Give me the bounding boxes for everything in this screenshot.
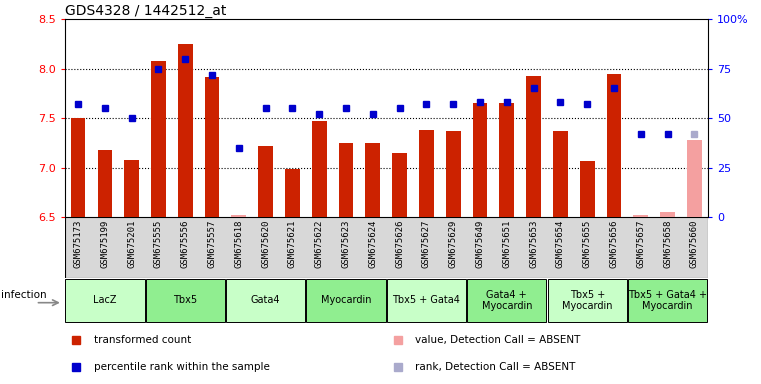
FancyBboxPatch shape <box>65 279 145 322</box>
Text: Tbx5 + Gata4 +
Myocardin: Tbx5 + Gata4 + Myocardin <box>628 290 707 311</box>
Text: GDS4328 / 1442512_at: GDS4328 / 1442512_at <box>65 4 226 18</box>
Text: GSM675555: GSM675555 <box>154 220 163 268</box>
Text: Tbx5 + Gata4: Tbx5 + Gata4 <box>393 295 460 306</box>
Bar <box>205 76 219 217</box>
FancyBboxPatch shape <box>387 279 466 322</box>
Bar <box>661 212 675 217</box>
Bar <box>97 150 112 217</box>
Text: GSM675629: GSM675629 <box>449 220 457 268</box>
Bar <box>231 215 247 217</box>
FancyBboxPatch shape <box>628 279 707 322</box>
Text: Gata4 +
Myocardin: Gata4 + Myocardin <box>482 290 532 311</box>
Bar <box>392 153 407 217</box>
Text: GSM675622: GSM675622 <box>315 220 323 268</box>
Bar <box>526 76 541 217</box>
Text: percentile rank within the sample: percentile rank within the sample <box>94 362 269 372</box>
FancyBboxPatch shape <box>226 279 305 322</box>
FancyBboxPatch shape <box>467 279 546 322</box>
Bar <box>446 131 460 217</box>
Bar <box>499 103 514 217</box>
Text: GSM675557: GSM675557 <box>208 220 217 268</box>
Text: Gata4: Gata4 <box>251 295 280 306</box>
Text: Tbx5: Tbx5 <box>174 295 197 306</box>
Text: GSM675627: GSM675627 <box>422 220 431 268</box>
Text: GSM675653: GSM675653 <box>529 220 538 268</box>
Text: GSM675623: GSM675623 <box>342 220 351 268</box>
Text: GSM675618: GSM675618 <box>234 220 244 268</box>
Bar <box>553 131 568 217</box>
Text: GSM675651: GSM675651 <box>502 220 511 268</box>
Text: rank, Detection Call = ABSENT: rank, Detection Call = ABSENT <box>416 362 575 372</box>
Bar <box>71 118 85 217</box>
Bar <box>339 143 353 217</box>
Text: GSM675658: GSM675658 <box>663 220 672 268</box>
Text: GSM675649: GSM675649 <box>476 220 485 268</box>
Text: GSM675173: GSM675173 <box>74 220 83 268</box>
Bar <box>687 140 702 217</box>
Bar <box>178 44 193 217</box>
Text: GSM675655: GSM675655 <box>583 220 591 268</box>
Bar <box>312 121 326 217</box>
Text: transformed count: transformed count <box>94 335 191 345</box>
Text: GSM675620: GSM675620 <box>261 220 270 268</box>
Text: LacZ: LacZ <box>93 295 116 306</box>
Text: value, Detection Call = ABSENT: value, Detection Call = ABSENT <box>416 335 581 345</box>
Text: GSM675621: GSM675621 <box>288 220 297 268</box>
Bar <box>473 103 487 217</box>
Text: GSM675626: GSM675626 <box>395 220 404 268</box>
Bar <box>285 169 300 217</box>
Text: GSM675201: GSM675201 <box>127 220 136 268</box>
Text: GSM675660: GSM675660 <box>689 220 699 268</box>
Bar <box>365 143 380 217</box>
Bar <box>124 160 139 217</box>
Text: Myocardin: Myocardin <box>321 295 371 306</box>
Text: GSM675654: GSM675654 <box>556 220 565 268</box>
FancyBboxPatch shape <box>145 279 225 322</box>
Text: GSM675199: GSM675199 <box>100 220 110 268</box>
Text: GSM675657: GSM675657 <box>636 220 645 268</box>
Text: GSM675556: GSM675556 <box>181 220 189 268</box>
FancyBboxPatch shape <box>307 279 386 322</box>
FancyBboxPatch shape <box>547 279 627 322</box>
Bar <box>258 146 273 217</box>
Text: GSM675624: GSM675624 <box>368 220 377 268</box>
Bar <box>419 130 434 217</box>
Bar <box>633 215 648 217</box>
Text: infection: infection <box>2 290 47 300</box>
Text: GSM675656: GSM675656 <box>610 220 619 268</box>
Bar <box>151 61 166 217</box>
Bar <box>607 74 621 217</box>
Bar <box>580 161 594 217</box>
Text: Tbx5 +
Myocardin: Tbx5 + Myocardin <box>562 290 613 311</box>
